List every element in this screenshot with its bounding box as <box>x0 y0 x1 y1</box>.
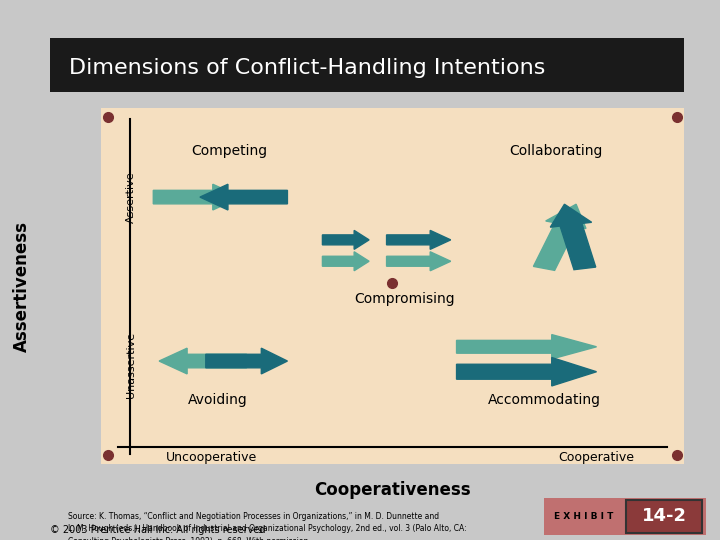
Text: 14-2: 14-2 <box>642 507 687 525</box>
FancyArrow shape <box>550 204 595 269</box>
Text: Competing: Competing <box>191 144 267 158</box>
FancyArrow shape <box>153 184 240 210</box>
FancyArrow shape <box>534 204 586 271</box>
Text: Collaborating: Collaborating <box>509 144 603 158</box>
Text: Uncooperative: Uncooperative <box>166 451 257 464</box>
Text: Cooperative: Cooperative <box>559 451 634 464</box>
FancyArrow shape <box>456 357 597 386</box>
Text: Avoiding: Avoiding <box>188 393 247 407</box>
FancyArrow shape <box>206 348 287 374</box>
Text: Accommodating: Accommodating <box>487 393 600 407</box>
Text: © 2003 Prentice Hall Inc. All rights reserved: © 2003 Prentice Hall Inc. All rights res… <box>50 524 266 535</box>
Text: Cooperativeness: Cooperativeness <box>314 481 471 500</box>
FancyArrow shape <box>159 348 246 374</box>
Text: Assertive: Assertive <box>126 171 136 223</box>
Text: Unassertive: Unassertive <box>126 332 136 397</box>
Text: Compromising: Compromising <box>354 292 454 306</box>
FancyArrow shape <box>387 231 451 249</box>
FancyArrow shape <box>323 231 369 249</box>
FancyArrow shape <box>200 184 287 210</box>
Text: Source: K. Thomas, “Conflict and Negotiation Processes in Organizations,” in M. : Source: K. Thomas, “Conflict and Negotia… <box>68 512 467 540</box>
Text: Dimensions of Conflict-Handling Intentions: Dimensions of Conflict-Handling Intentio… <box>69 57 546 78</box>
FancyArrow shape <box>456 335 597 359</box>
Text: E X H I B I T: E X H I B I T <box>554 512 613 521</box>
Bar <box>626 500 703 533</box>
FancyArrow shape <box>387 252 451 271</box>
Text: Assertiveness: Assertiveness <box>12 221 30 352</box>
FancyArrow shape <box>323 252 369 271</box>
